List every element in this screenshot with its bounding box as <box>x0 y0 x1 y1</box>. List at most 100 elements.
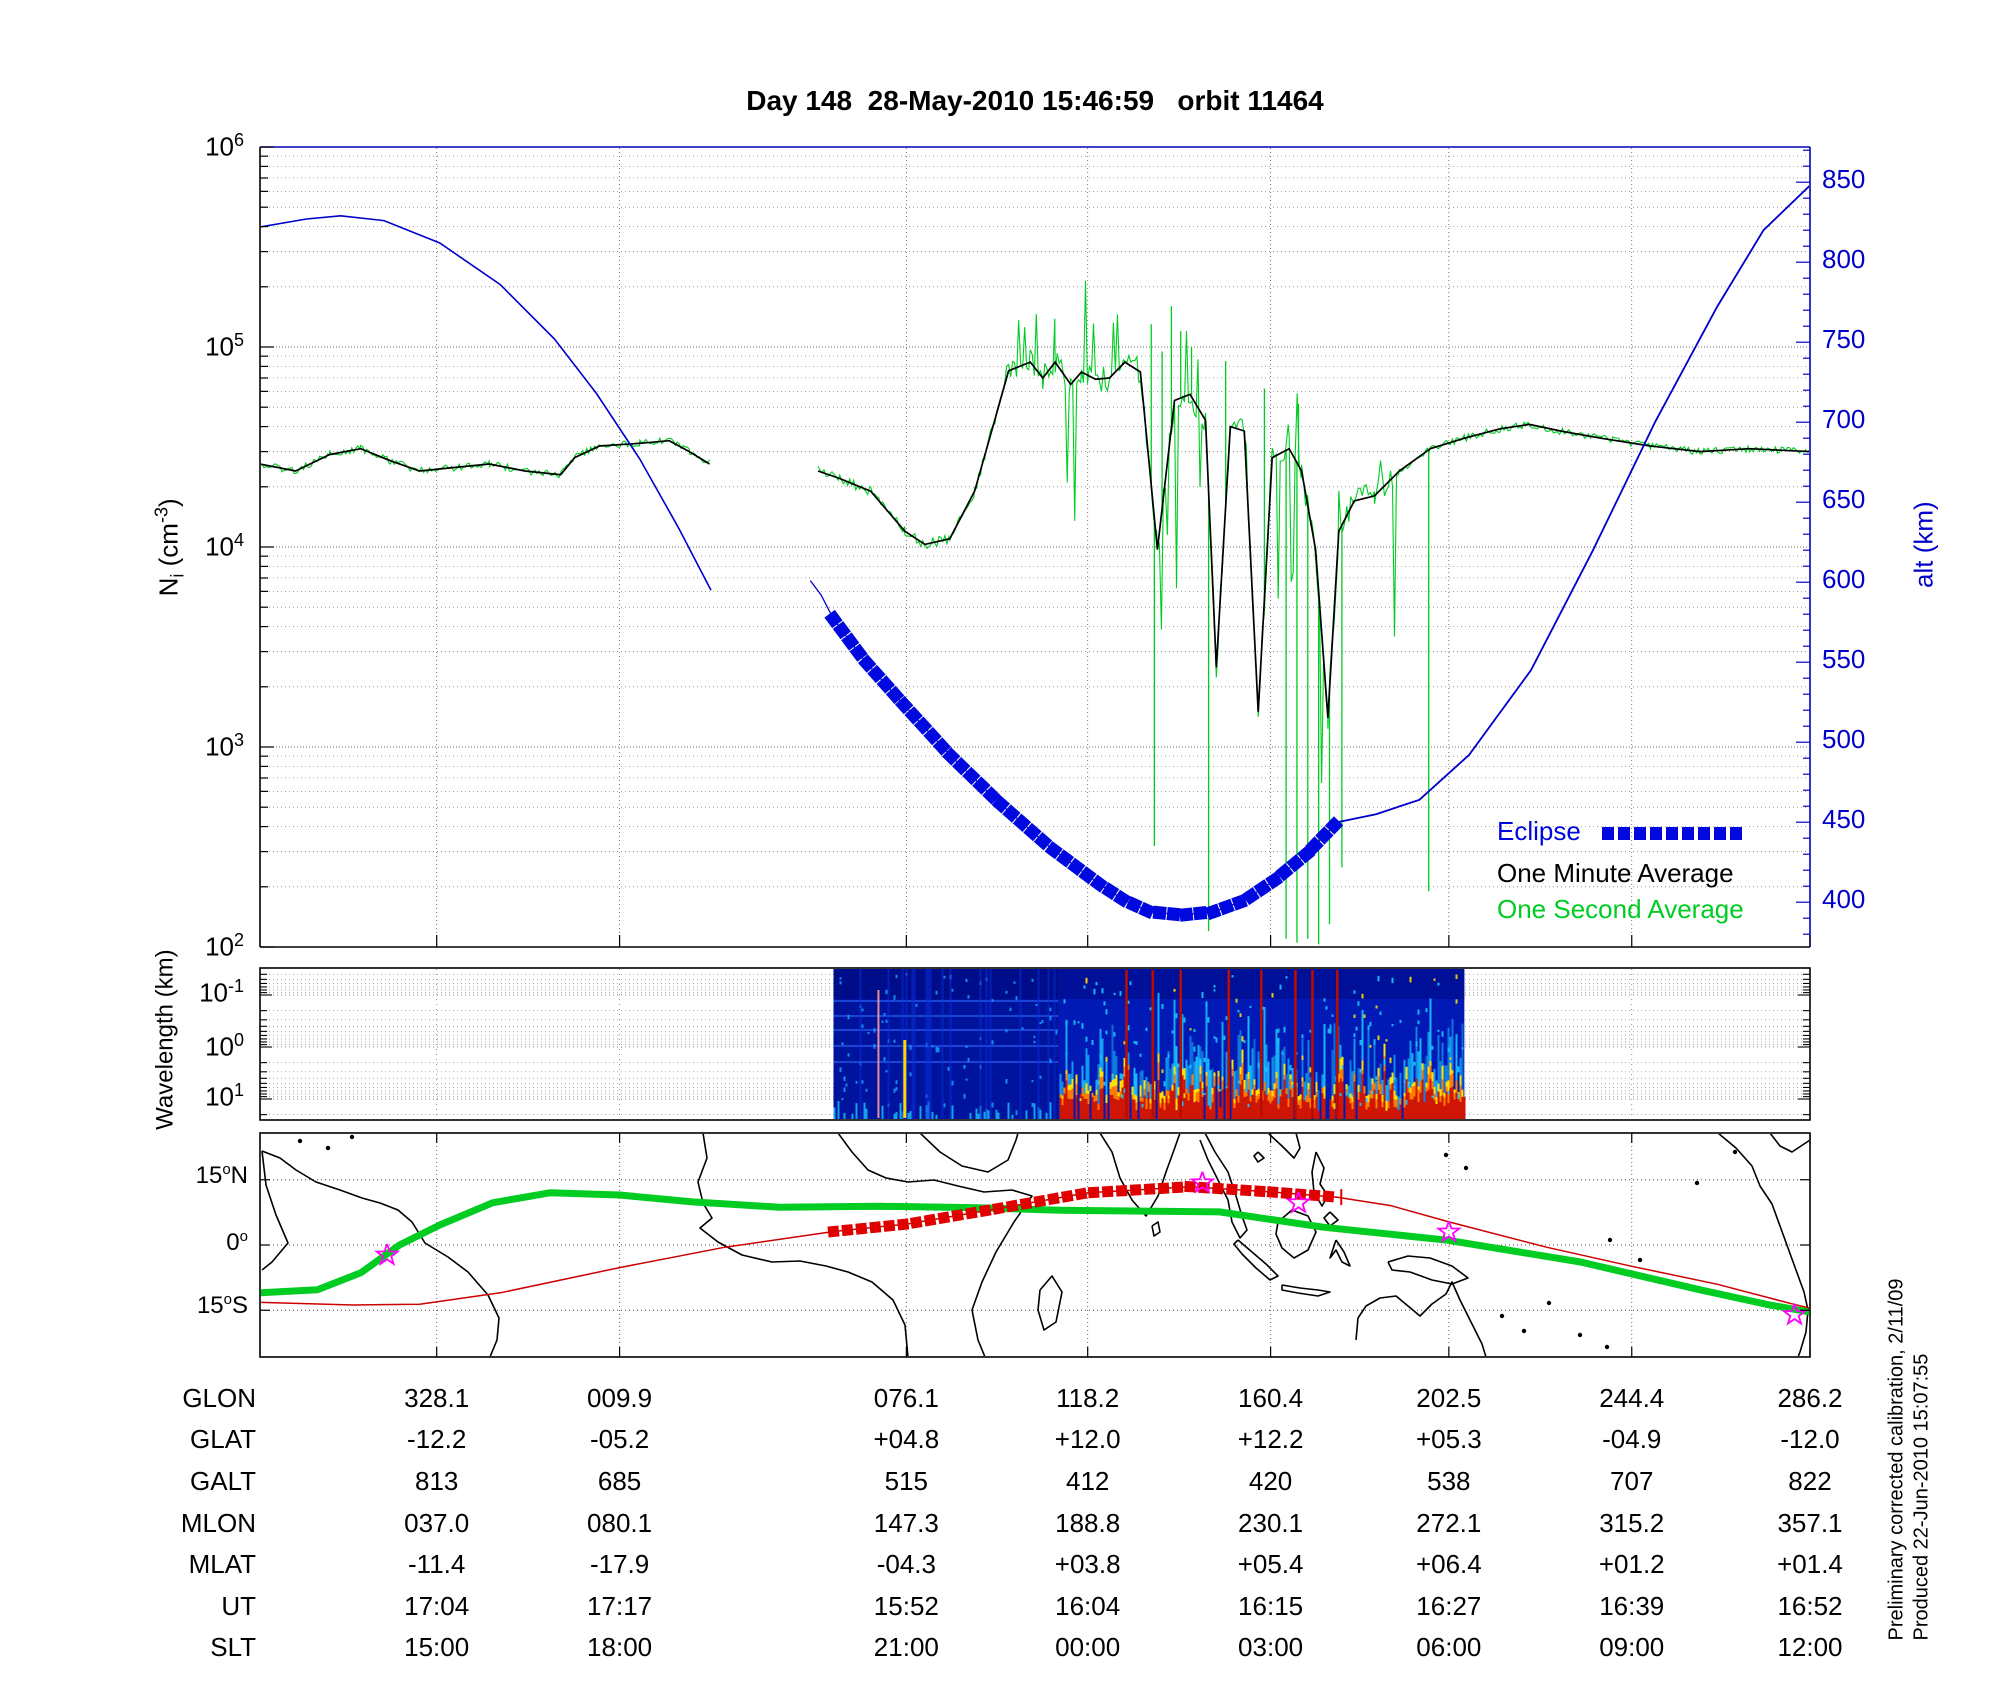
table-row-label-UT: UT <box>221 1591 256 1621</box>
table-cell-GLON-4: 160.4 <box>1238 1383 1304 1413</box>
table-cell-MLAT-3: +03.8 <box>1054 1549 1121 1579</box>
page-title: Day 148 28-May-2010 15:46:59 orbit 11464 <box>746 85 1324 116</box>
table-cell-GLON-3: 118.2 <box>1056 1383 1120 1413</box>
table-cell-UT-1: 17:17 <box>587 1591 653 1621</box>
table-cell-GLAT-4: +12.2 <box>1237 1424 1304 1454</box>
table-cell-GLAT-2: +04.8 <box>873 1424 940 1454</box>
table-row-label-SLT: SLT <box>210 1632 256 1662</box>
table-cell-MLON-0: 037.0 <box>404 1508 470 1538</box>
table-row-label-GLON: GLON <box>182 1383 256 1413</box>
table-cell-GLAT-0: -12.2 <box>407 1424 467 1454</box>
legend-one-minute: One Minute Average <box>1497 858 1734 888</box>
table-cell-MLAT-7: +01.4 <box>1777 1549 1843 1579</box>
alt-tick-450: 450 <box>1822 804 1866 834</box>
table-cell-SLT-5: 06:00 <box>1416 1632 1482 1662</box>
table-cell-MLON-5: 272.1 <box>1416 1508 1482 1538</box>
table-cell-SLT-0: 15:00 <box>404 1632 470 1662</box>
wl-tick-10: 101 <box>205 1080 244 1112</box>
ni-axis-label: Ni (cm-3) <box>151 498 188 597</box>
table-cell-UT-5: 16:27 <box>1416 1591 1482 1621</box>
table-cell-GALT-1: 685 <box>597 1466 642 1496</box>
table-cell-GLON-0: 328.1 <box>404 1383 470 1413</box>
table-cell-GALT-4: 420 <box>1248 1466 1293 1496</box>
legend-eclipse: Eclipse <box>1497 816 1581 846</box>
orbit-time-stars <box>374 1171 1808 1326</box>
ni-tick-1e6: 106 <box>205 130 244 162</box>
ni-tick-1e2: 102 <box>205 930 244 962</box>
map-grid <box>261 1134 1809 1356</box>
density-panel-box <box>259 146 1811 948</box>
table-cell-MLON-7: 357.1 <box>1777 1508 1843 1538</box>
alt-tick-550: 550 <box>1822 644 1866 674</box>
ni-tick-1e5: 105 <box>205 330 244 362</box>
wl-tick-1: 100 <box>205 1030 244 1062</box>
map-lat-0: 0o <box>226 1228 248 1256</box>
table-cell-GALT-0: 813 <box>414 1466 459 1496</box>
map-box <box>259 1132 1811 1358</box>
density-panel-grid <box>261 148 1809 948</box>
map-lat-15s: 15oS <box>196 1291 248 1319</box>
table-cell-MLON-4: 230.1 <box>1238 1508 1304 1538</box>
eclipse-dashes <box>824 609 1344 922</box>
table-cell-SLT-6: 09:00 <box>1599 1632 1665 1662</box>
table-cell-MLAT-6: +01.2 <box>1598 1549 1665 1579</box>
table-cell-GLON-5: 202.5 <box>1416 1383 1482 1413</box>
legend-eclipse-sample <box>1602 827 1742 840</box>
alt-tick-600: 600 <box>1822 564 1866 594</box>
alt-axis-label: alt (km) <box>1908 501 1939 588</box>
alt-tick-850: 850 <box>1822 164 1866 194</box>
table-cell-SLT-4: 03:00 <box>1238 1632 1304 1662</box>
alt-tick-650: 650 <box>1822 484 1866 514</box>
table-row-label-GALT: GALT <box>190 1466 256 1496</box>
table-cell-GLAT-7: -12.0 <box>1780 1424 1840 1454</box>
table-row-label-GLAT: GLAT <box>190 1424 256 1454</box>
alt-tick-400: 400 <box>1822 884 1866 914</box>
map-coastlines <box>261 1134 1809 1356</box>
table-cell-GLON-7: 286.2 <box>1777 1383 1843 1413</box>
one-minute-average-curve <box>261 360 1809 718</box>
alt-tick-500: 500 <box>1822 724 1866 754</box>
table-cell-MLON-1: 080.1 <box>587 1508 653 1538</box>
table-cell-MLAT-1: -17.9 <box>589 1549 650 1579</box>
table-cell-MLAT-0: -11.4 <box>408 1549 466 1579</box>
table-cell-SLT-7: 12:00 <box>1777 1632 1843 1662</box>
map-lat-15n: 15oN <box>195 1161 248 1189</box>
alt-tick-800: 800 <box>1822 244 1866 274</box>
table-cell-MLON-3: 188.8 <box>1055 1508 1121 1538</box>
table-cell-GLON-6: 244.4 <box>1599 1383 1665 1413</box>
wl-tick-0.1: 10-1 <box>199 976 244 1008</box>
orbit-track-line <box>261 1180 1809 1309</box>
table-cell-UT-7: 16:52 <box>1777 1591 1843 1621</box>
table-cell-SLT-2: 21:00 <box>873 1632 939 1662</box>
table-cell-GLAT-3: +12.0 <box>1054 1424 1121 1454</box>
spectrogram-image <box>833 969 1466 1119</box>
table-cell-MLON-2: 147.3 <box>873 1508 939 1538</box>
table-cell-SLT-3: 00:00 <box>1055 1632 1121 1662</box>
table-cell-SLT-1: 18:00 <box>587 1632 653 1662</box>
note-produced: Produced 22-Jun-2010 15:07:55 <box>1910 1353 1933 1641</box>
ni-tick-1e4: 104 <box>205 530 244 562</box>
table-cell-UT-0: 17:04 <box>404 1591 470 1621</box>
table-cell-MLAT-2: -04.3 <box>876 1549 936 1579</box>
table-cell-GALT-7: 822 <box>1788 1466 1832 1496</box>
ni-tick-1e3: 103 <box>205 730 244 762</box>
altitude-curve <box>261 185 1809 916</box>
table-cell-GLAT-5: +05.3 <box>1415 1424 1482 1454</box>
table-cell-MLON-6: 315.2 <box>1599 1508 1665 1538</box>
table-cell-GLAT-1: -05.2 <box>589 1424 650 1454</box>
table-cell-GLON-1: 009.9 <box>587 1383 653 1413</box>
table-cell-GLAT-6: -04.9 <box>1602 1424 1662 1454</box>
wavelength-panel-box <box>259 967 1811 1121</box>
table-cell-UT-6: 16:39 <box>1599 1591 1665 1621</box>
table-cell-GALT-6: 707 <box>1610 1466 1654 1496</box>
table-cell-UT-2: 15:52 <box>873 1591 939 1621</box>
table-cell-GALT-2: 515 <box>884 1466 929 1496</box>
magnetic-equator-line <box>261 1189 1809 1316</box>
table-row-label-MLON: MLON <box>180 1508 256 1538</box>
table-cell-UT-4: 16:15 <box>1238 1591 1304 1621</box>
table-cell-GALT-5: 538 <box>1427 1466 1471 1496</box>
alt-tick-700: 700 <box>1822 404 1866 434</box>
table-cell-UT-3: 16:04 <box>1055 1591 1121 1621</box>
